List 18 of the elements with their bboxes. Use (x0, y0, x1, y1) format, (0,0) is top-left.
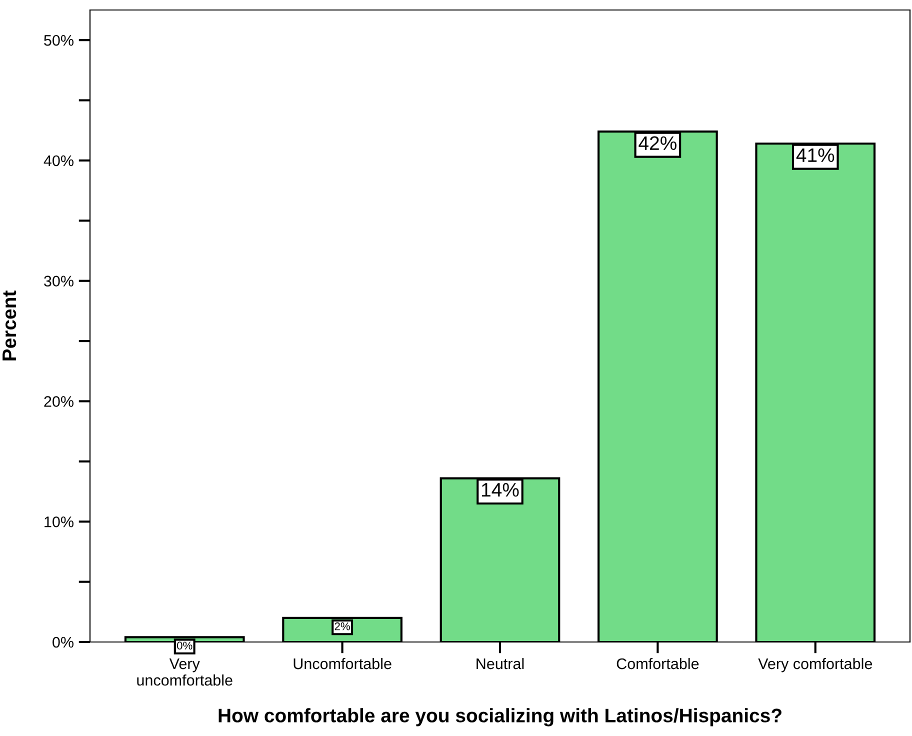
y-tick-label: 40% (44, 155, 74, 166)
x-tick-label: Neutral (476, 658, 524, 670)
y-tick-label: 10% (44, 516, 74, 528)
x-tick-label: Uncomfortable (294, 658, 392, 670)
data-label: 2% (334, 622, 350, 630)
data-label: 42% (638, 136, 676, 150)
y-tick-label: 0% (52, 636, 74, 648)
x-axis-title: How comfortable are you socializing with Latinos/Hispanics? (218, 708, 782, 726)
y-tick-label: 30% (44, 276, 74, 287)
x-tick-label: Comfortable (616, 658, 699, 670)
y-tick-label: 20% (44, 396, 74, 407)
data-label: 0% (177, 642, 192, 650)
x-tick-label: Very uncomfortable (137, 658, 232, 686)
data-label: 14% (482, 483, 519, 497)
y-axis-title: Percent (2, 290, 16, 360)
x-tick-label: Very comfortable (758, 658, 872, 672)
y-tick-label: 50% (44, 34, 74, 46)
data-label: 41% (796, 148, 834, 162)
